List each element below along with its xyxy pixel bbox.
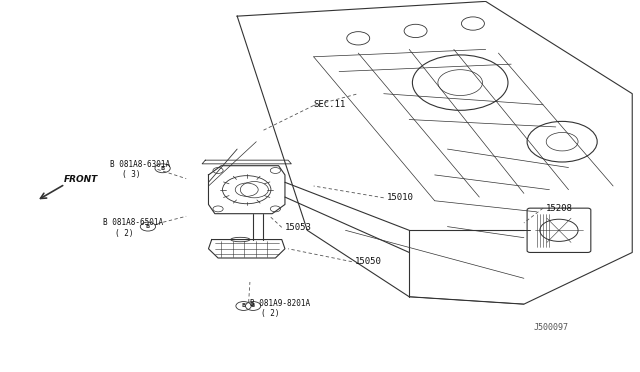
Text: B 081A8-6501A: B 081A8-6501A: [103, 218, 163, 227]
Text: B: B: [161, 166, 164, 171]
Text: B 081A8-6301A: B 081A8-6301A: [109, 160, 170, 169]
Text: J500097: J500097: [534, 323, 568, 332]
Text: 15053: 15053: [285, 223, 312, 232]
Text: 15050: 15050: [355, 257, 382, 266]
Text: B: B: [241, 304, 246, 308]
Text: SEC.11: SEC.11: [314, 100, 346, 109]
Text: ( 3): ( 3): [122, 170, 141, 179]
Text: ( 2): ( 2): [261, 309, 280, 318]
Text: B: B: [251, 304, 255, 308]
Text: B: B: [146, 224, 150, 229]
Text: ( 2): ( 2): [115, 229, 133, 238]
Text: B 081A9-8201A: B 081A9-8201A: [250, 299, 310, 308]
Text: 15010: 15010: [387, 193, 414, 202]
Text: 15208: 15208: [546, 203, 573, 213]
Text: FRONT: FRONT: [64, 175, 98, 184]
